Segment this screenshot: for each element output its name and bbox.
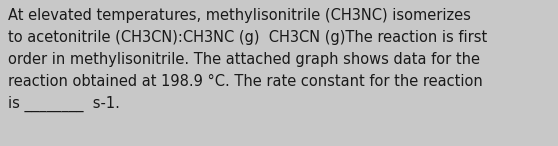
Text: order in methylisonitrile. The attached graph shows data for the: order in methylisonitrile. The attached …: [8, 52, 480, 67]
Text: to acetonitrile (CH3CN):CH3NC (g)  CH3CN (g)The reaction is first: to acetonitrile (CH3CN):CH3NC (g) CH3CN …: [8, 30, 487, 45]
Text: is ________  s-1.: is ________ s-1.: [8, 96, 120, 112]
Text: At elevated temperatures, methylisonitrile (CH3NC) isomerizes: At elevated temperatures, methylisonitri…: [8, 8, 471, 23]
Text: reaction obtained at 198.9 °C. The rate constant for the reaction: reaction obtained at 198.9 °C. The rate …: [8, 74, 483, 89]
